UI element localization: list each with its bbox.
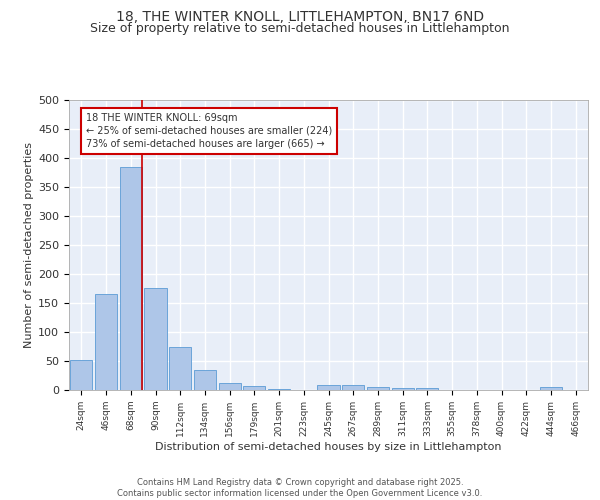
Bar	[95, 294, 117, 390]
Bar	[416, 388, 439, 390]
Bar	[243, 386, 265, 390]
Text: Contains HM Land Registry data © Crown copyright and database right 2025.
Contai: Contains HM Land Registry data © Crown c…	[118, 478, 482, 498]
Bar	[317, 386, 340, 390]
Bar	[169, 346, 191, 390]
Bar	[145, 288, 167, 390]
Bar	[367, 387, 389, 390]
Bar	[268, 389, 290, 390]
Bar	[218, 383, 241, 390]
Bar	[392, 388, 414, 390]
Text: Size of property relative to semi-detached houses in Littlehampton: Size of property relative to semi-detach…	[90, 22, 510, 35]
Bar	[119, 166, 142, 390]
X-axis label: Distribution of semi-detached houses by size in Littlehampton: Distribution of semi-detached houses by …	[155, 442, 502, 452]
Bar	[194, 370, 216, 390]
Bar	[342, 386, 364, 390]
Bar	[70, 360, 92, 390]
Text: 18, THE WINTER KNOLL, LITTLEHAMPTON, BN17 6ND: 18, THE WINTER KNOLL, LITTLEHAMPTON, BN1…	[116, 10, 484, 24]
Text: 18 THE WINTER KNOLL: 69sqm
← 25% of semi-detached houses are smaller (224)
73% o: 18 THE WINTER KNOLL: 69sqm ← 25% of semi…	[86, 113, 332, 149]
Bar	[540, 387, 562, 390]
Y-axis label: Number of semi-detached properties: Number of semi-detached properties	[24, 142, 34, 348]
